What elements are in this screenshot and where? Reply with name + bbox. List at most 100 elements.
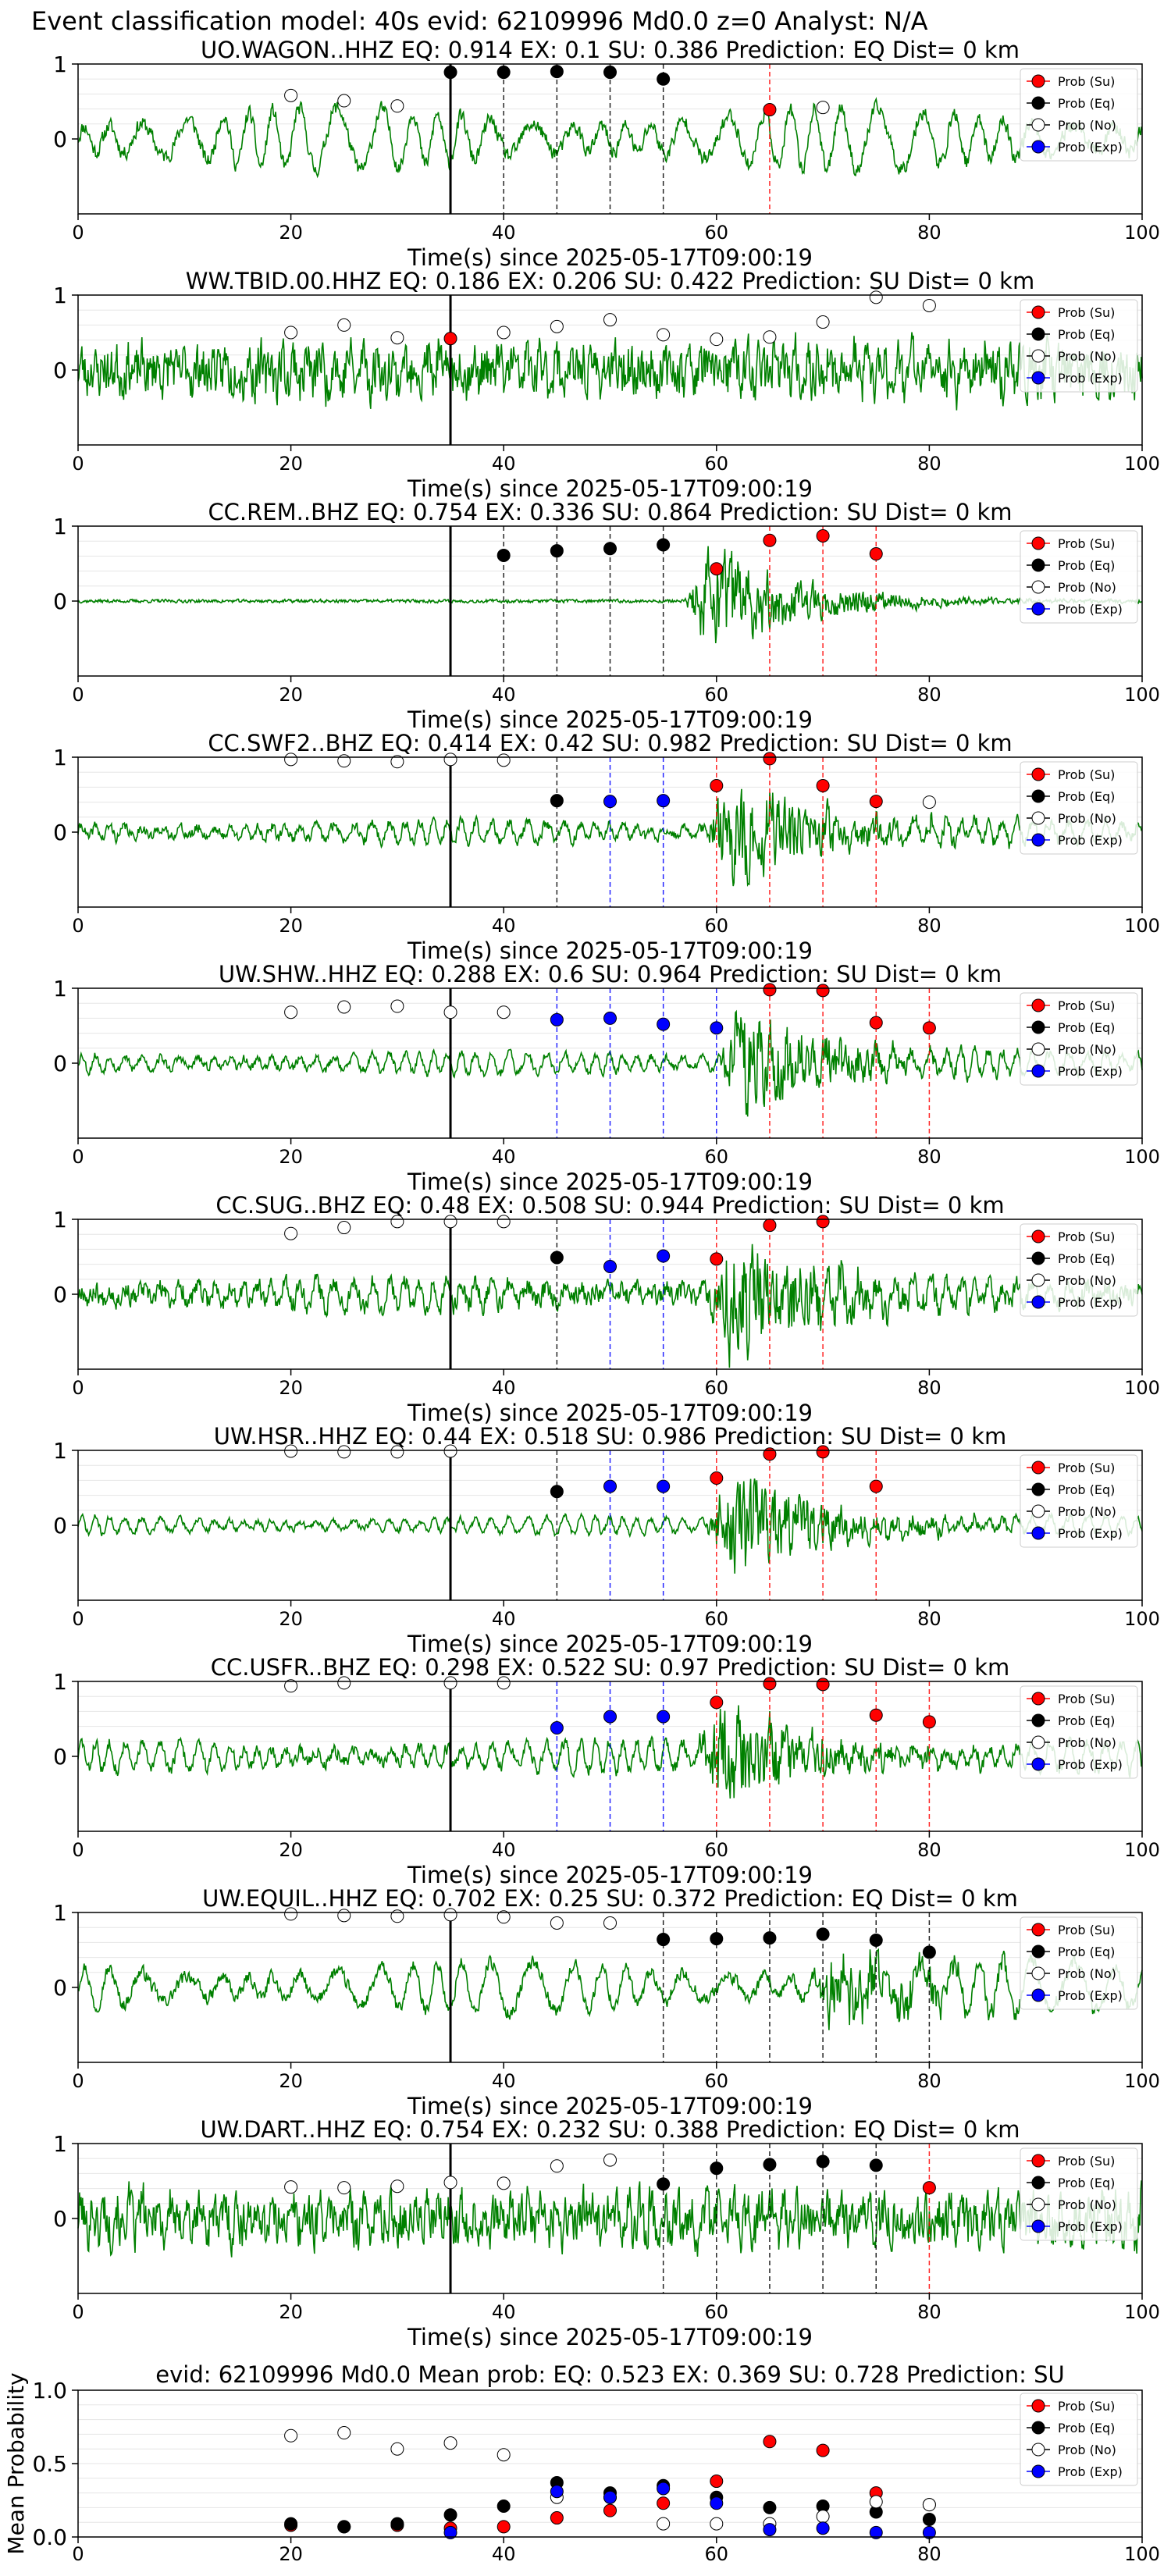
prob-marker-exp	[603, 1259, 617, 1273]
legend-label-eq: Prob (Eq)	[1058, 1713, 1115, 1728]
panel-title: CC.USFR..BHZ EQ: 0.298 EX: 0.522 SU: 0.9…	[211, 1654, 1010, 1681]
legend-marker-exp	[1031, 1295, 1045, 1309]
legend-label-su: Prob (Su)	[1058, 998, 1115, 1013]
legend-marker-no	[1031, 1042, 1045, 1056]
legend-label-su: Prob (Su)	[1058, 1923, 1115, 1937]
prob-marker-no	[337, 1676, 351, 1690]
prob-marker-exp	[603, 1479, 617, 1493]
mean-marker-no	[922, 2498, 936, 2512]
legend-marker-exp	[1031, 1064, 1045, 1078]
prob-marker-no	[497, 753, 511, 767]
legend-box	[1020, 992, 1138, 1086]
prob-marker-no	[443, 1444, 457, 1458]
legend-marker-eq	[1031, 327, 1045, 341]
prob-marker-no	[443, 1005, 457, 1019]
mean-marker-exp	[710, 2496, 724, 2510]
prob-marker-eq	[603, 542, 617, 556]
x-axis-label: Time(s) since 2025-05-17T09:00:19	[407, 1169, 813, 1195]
mean-marker-no	[657, 2517, 671, 2531]
prob-marker-no	[284, 1907, 298, 1921]
mean-marker-eq	[763, 2500, 777, 2514]
legend-label-no: Prob (No)	[1058, 349, 1116, 364]
y-tick-label: 0	[53, 126, 67, 152]
prob-marker-eq	[710, 2161, 724, 2176]
axes-frame	[77, 1912, 1143, 2063]
prob-marker-no	[497, 1910, 511, 1924]
prob-marker-no	[390, 1215, 404, 1229]
legend-marker-su	[1031, 74, 1045, 88]
prob-marker-su	[816, 528, 830, 543]
mean-marker-su	[657, 2496, 671, 2510]
legend-marker-no	[1031, 1273, 1045, 1287]
prob-marker-no	[497, 2176, 511, 2190]
waveform-trace	[77, 1948, 1143, 2030]
prob-marker-eq	[763, 2158, 777, 2172]
prob-marker-no	[390, 1445, 404, 1459]
x-tick-label: 20	[279, 222, 303, 244]
legend-marker-no	[1031, 580, 1045, 594]
y-tick-label: 1	[53, 283, 67, 308]
legend-label-eq: Prob (Eq)	[1058, 2176, 1115, 2190]
prob-marker-no	[443, 1215, 457, 1229]
x-tick-label: 20	[279, 684, 303, 706]
prob-marker-exp	[603, 795, 617, 809]
x-tick-label: 100	[1124, 915, 1160, 937]
legend-label-su: Prob (Su)	[1058, 305, 1115, 320]
prob-marker-su	[869, 547, 883, 561]
legend-marker-no	[1031, 1966, 1045, 1980]
y-tick-label: 0	[53, 358, 67, 383]
prob-marker-no	[922, 795, 936, 809]
legend-box	[1020, 299, 1138, 393]
panel-title: CC.SUG..BHZ EQ: 0.48 EX: 0.508 SU: 0.944…	[215, 1192, 1004, 1219]
prob-marker-no	[603, 2153, 617, 2167]
legend-box	[1020, 2393, 1138, 2486]
x-tick-label: 60	[705, 684, 729, 706]
y-tick-label: 0	[53, 820, 67, 845]
mean-marker-su	[497, 2520, 511, 2534]
legend-box	[1020, 68, 1138, 162]
legend-marker-exp	[1031, 2219, 1045, 2233]
prob-marker-su	[869, 1479, 883, 1493]
x-tick-label: 40	[492, 222, 516, 244]
prob-marker-su	[763, 1677, 777, 1691]
legend-label-no: Prob (No)	[1058, 1042, 1116, 1057]
prob-marker-no	[284, 1444, 298, 1458]
legend-box	[1020, 1685, 1138, 1779]
legend-marker-exp	[1031, 2464, 1045, 2478]
prob-marker-no	[337, 1000, 351, 1014]
prob-marker-no	[550, 2159, 564, 2173]
prob-marker-su	[763, 1219, 777, 1233]
x-tick-label: 60	[705, 453, 729, 475]
x-tick-label: 0	[72, 1146, 84, 1168]
prob-marker-no	[337, 1909, 351, 1923]
x-axis-label: Time(s) since 2025-05-17T09:00:19	[407, 1400, 813, 1426]
prob-marker-eq	[657, 2177, 671, 2191]
prob-marker-no	[443, 1908, 457, 1922]
prob-marker-eq	[816, 2154, 830, 2169]
x-tick-label: 60	[705, 915, 729, 937]
legend-box	[1020, 2147, 1138, 2241]
prob-marker-eq	[550, 794, 564, 808]
prob-marker-su	[816, 778, 830, 792]
prob-marker-su	[816, 1445, 830, 1459]
prob-marker-no	[337, 2181, 351, 2195]
legend-marker-no	[1031, 811, 1045, 825]
x-tick-label: 100	[1124, 2543, 1160, 2565]
y-tick-label: 0	[53, 1744, 67, 1770]
y-tick-label: 1	[53, 2131, 67, 2157]
x-tick-label: 100	[1124, 2301, 1160, 2323]
mean-marker-no	[443, 2436, 457, 2450]
mean-marker-no	[869, 2495, 883, 2509]
prob-marker-no	[550, 1916, 564, 1930]
x-tick-label: 80	[917, 1146, 941, 1168]
x-tick-label: 20	[279, 1839, 303, 1861]
x-tick-label: 100	[1124, 1146, 1160, 1168]
x-tick-label: 40	[492, 453, 516, 475]
legend-marker-no	[1031, 118, 1045, 132]
legend-label-no: Prob (No)	[1058, 1504, 1116, 1519]
legend-box	[1020, 1916, 1138, 2010]
prob-marker-exp	[657, 1479, 671, 1493]
x-tick-label: 20	[279, 2070, 303, 2092]
x-tick-label: 0	[72, 684, 84, 706]
legend-marker-no	[1031, 1504, 1045, 1518]
